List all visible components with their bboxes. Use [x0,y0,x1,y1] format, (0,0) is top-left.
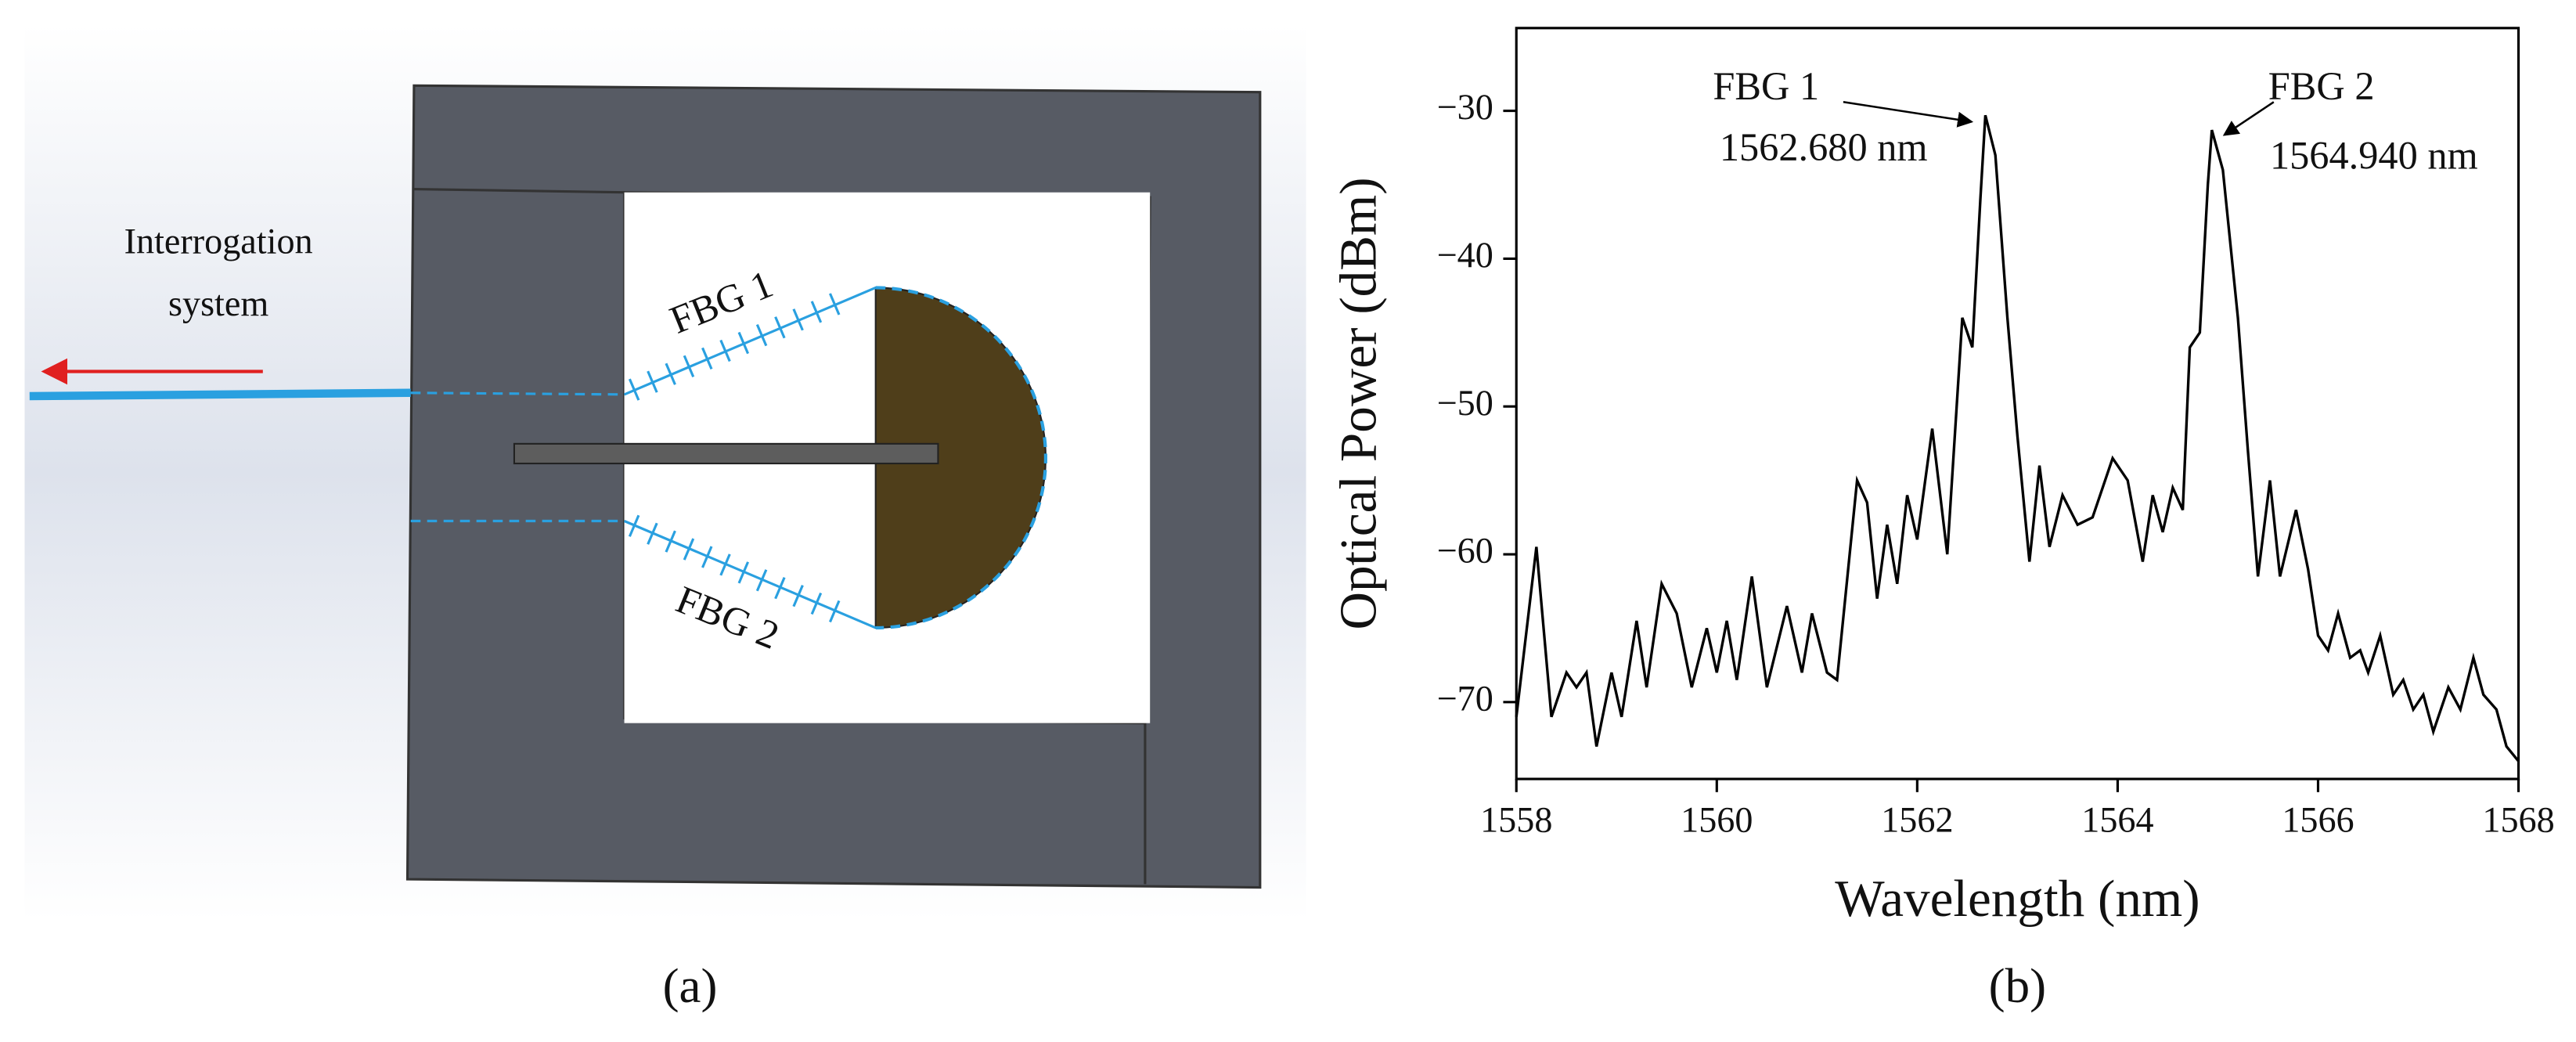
grating-mark [792,584,804,608]
fiber [29,388,411,401]
grating-mark [737,561,750,584]
grating-mark [683,538,695,561]
y-tick-label: −60 [1437,531,1493,571]
grating-mark [701,546,713,568]
x-tick-label: 1568 [2482,799,2554,839]
source-label: system [168,283,268,323]
grating-mark [647,522,658,545]
y-axis-label: Optical Power (dBm) [1328,177,1387,629]
annotation-value: 1564.940 nm [2270,133,2478,177]
grating-mark [755,569,768,592]
annotation-value: 1562.680 nm [1720,125,1928,169]
grating-mark [628,378,640,401]
x-axis-label: Wavelength (nm) [1835,869,2200,928]
y-tick-label: −50 [1437,383,1493,423]
y-tick-label: −30 [1437,87,1493,127]
grating-mark [683,355,695,377]
frame-edge [413,187,625,194]
fiber [623,520,877,629]
grating-mark [628,514,640,537]
chart: 1558 1560 1562 1564 1566 1568 −70 −60 −50 −40 −30 W… [1328,27,2555,1013]
grating-mark [829,293,841,315]
grating-mark [737,331,750,355]
x-tick-label: 1560 [1681,799,1753,839]
x-tick-label: 1562 [1881,799,1953,839]
grating-mark [829,600,841,623]
panel-label: (a) [663,958,718,1013]
grating-mark [755,324,768,347]
grating-mark [792,308,804,331]
x-tick-label: 1558 [1480,799,1552,839]
y-tick-label: −70 [1437,678,1493,718]
mass-fiber [875,286,1048,630]
annotation-arrow [2222,101,2275,136]
grating-mark [647,370,658,393]
grating-mark [665,530,676,553]
x-tick-label: 1566 [2282,799,2354,839]
panel-label: (b) [1989,958,2046,1013]
grating-mark [701,347,713,370]
grating-mark [810,301,823,323]
grating-mark [774,577,786,600]
source-label: Interrogation [124,221,313,261]
diagram: Interrogation system FBG 1 FBG 2 (a) [24,24,1306,1013]
grating-mark [810,592,823,615]
grating-mark [665,362,676,385]
annotation-arrow [1843,101,1974,128]
grating-mark [774,316,786,339]
fiber [623,287,877,396]
beam [513,442,939,465]
spectrum-line [1515,114,2520,763]
grating-mark [719,553,731,576]
y-tick-label: −40 [1437,235,1493,275]
x-tick-label: 1564 [2081,799,2153,839]
annotation-label: FBG 1 [1713,64,1819,108]
gratings [628,293,841,623]
fiber [410,391,625,396]
annotation-label: FBG 2 [2268,64,2375,108]
grating-mark [719,339,731,362]
plot-frame [1515,27,2520,781]
